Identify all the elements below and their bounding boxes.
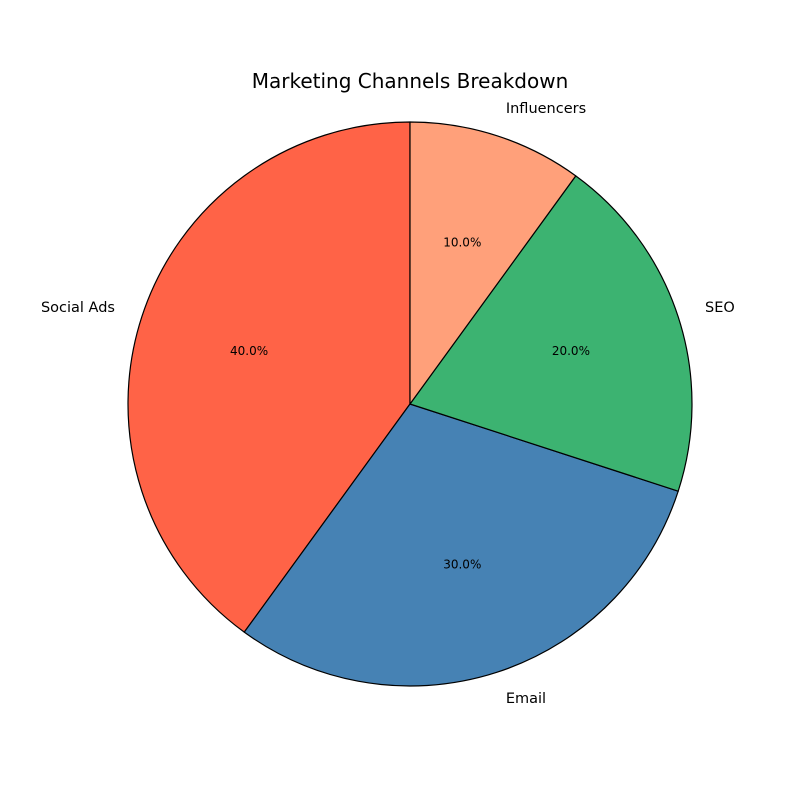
slice-label-social-ads: Social Ads — [41, 300, 115, 316]
pie-slice-email — [243, 403, 679, 687]
slice-label-seo: SEO — [705, 300, 735, 316]
slice-label-influencers: Influencers — [506, 101, 586, 117]
percent-label-seo: 20.0% — [552, 344, 590, 358]
pie-slice-seo — [409, 175, 693, 492]
slice-label-email: Email — [506, 691, 546, 707]
percent-label-influencers: 10.0% — [443, 236, 481, 250]
percent-label-social-ads: 40.0% — [230, 344, 268, 358]
pie-slices — [127, 121, 693, 687]
pie-labels: Social Ads 40.0% Email 30.0% SEO 20.0% Influen… — [41, 101, 735, 707]
pie-slice-influencers — [409, 121, 577, 405]
chart-title: Marketing Channels Breakdown — [252, 69, 569, 93]
percent-label-email: 30.0% — [443, 557, 481, 571]
pie-slice-social-ads — [127, 121, 411, 633]
